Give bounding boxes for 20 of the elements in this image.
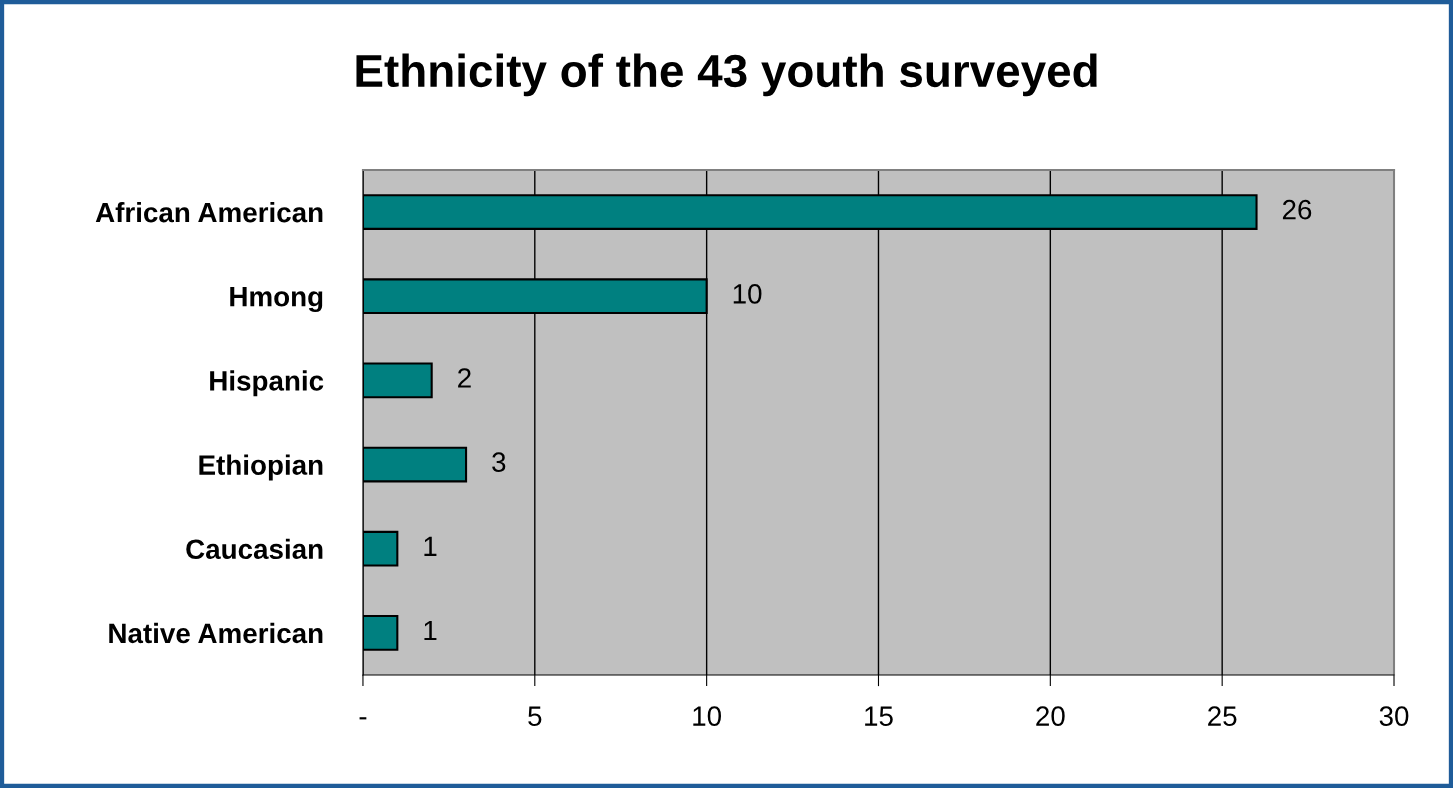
data-label: 1 (424, 536, 437, 556)
y-tick-label: African American (95, 201, 323, 223)
y-tick-label: Native American (109, 622, 323, 644)
x-tick-label: - (359, 717, 367, 720)
y-tick-label: Caucasian (186, 538, 323, 560)
x-tick-label: 5 (528, 706, 542, 726)
x-tick-label: 25 (1208, 706, 1237, 726)
data-label: 3 (492, 452, 506, 473)
data-label: 2 (458, 368, 471, 388)
chart-title: Ethnicity of the 43 youth surveyed (356, 53, 1097, 97)
x-tick-label: 30 (1379, 706, 1409, 726)
data-label: 10 (733, 284, 762, 304)
x-tick-label: 15 (865, 706, 893, 726)
data-label: 1 (424, 620, 437, 641)
x-tick-label: 20 (1036, 706, 1065, 726)
y-tick-label: Hispanic (210, 370, 324, 397)
y-tick-label: Ethiopian (199, 454, 323, 481)
data-label: 26 (1282, 199, 1312, 220)
x-tick-label: 10 (693, 706, 722, 726)
y-tick-label: Hmong (230, 287, 323, 313)
